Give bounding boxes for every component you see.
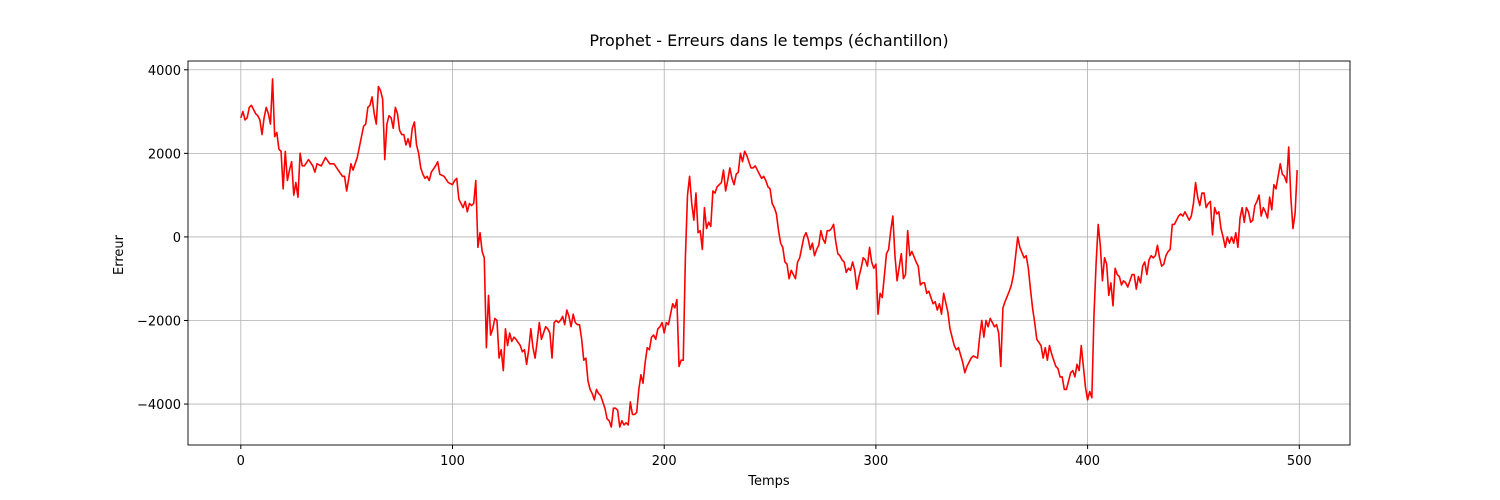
x-tick-label: 100	[440, 454, 465, 469]
x-tick-label: 0	[237, 454, 245, 469]
x-tick-label: 300	[863, 454, 888, 469]
plot-frame	[187, 60, 1351, 446]
chart-title: Prophet - Erreurs dans le temps (échanti…	[589, 31, 948, 50]
y-tick-label: −4000	[137, 398, 181, 413]
x-tick-label: 200	[652, 454, 677, 469]
y-tick-label: 2000	[148, 147, 181, 162]
x-axis-label: Temps	[747, 474, 790, 489]
x-tick-label: 500	[1287, 454, 1312, 469]
data-line	[240, 78, 1298, 428]
y-tick-label: 4000	[148, 64, 181, 79]
x-tick-label: 400	[1075, 454, 1100, 469]
y-tick-label: 0	[173, 231, 181, 246]
y-axis-label: Erreur	[112, 234, 127, 275]
y-tick-label: −2000	[137, 314, 181, 329]
